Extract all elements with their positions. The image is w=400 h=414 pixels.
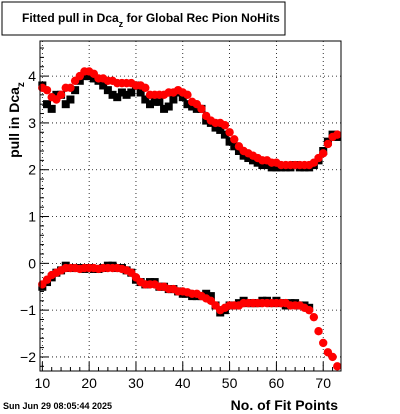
data-point-circle [220,121,230,130]
data-point-square [160,104,169,113]
data-point-square [150,97,159,106]
data-point-square [43,100,52,109]
data-point-square [122,90,131,99]
data-point-square [253,158,262,167]
chart-title-rest: for Global Rec Pion NoHits [123,11,280,25]
data-point-square [99,81,108,90]
data-point-square [202,116,211,125]
data-point-square [258,161,267,170]
data-point-square [178,93,187,102]
data-point-square [117,88,126,97]
data-point-square [85,72,94,81]
y-axis-title: pull in Dcaz [6,82,27,158]
data-point-square [220,130,229,139]
data-point-square [234,147,243,155]
x-tick-label: 70 [315,375,331,391]
data-point-circle [328,352,337,362]
y-tick-label: −2 [20,349,36,365]
data-point-square [263,161,272,170]
chart-title: Fitted pull in Dcaz for Global Rec Pion … [22,11,280,29]
data-point-square [113,93,122,102]
data-point-square [75,76,84,85]
grid-lines [40,41,341,371]
y-tick-label: 2 [28,162,36,178]
y-tick-label: 3 [28,115,36,131]
data-point-circle [197,104,206,114]
timestamp: Sun Jun 29 08:05:44 2025 [3,401,112,411]
x-tick-label: 50 [222,375,238,391]
data-point-square [52,90,61,99]
data-markers [38,67,342,371]
data-point-square [89,74,98,83]
data-point-circle [66,83,75,93]
data-point-square [225,137,234,146]
data-point-square [216,125,225,134]
data-point-circle [304,305,314,315]
x-tick-label: 10 [35,375,51,391]
data-point-square [267,163,276,172]
x-tick-label: 60 [269,375,285,391]
data-point-square [103,86,112,95]
y-axis-title-subscript: z [16,82,27,87]
data-point-square [61,100,70,109]
data-point-circle [323,139,333,149]
data-point-square [188,102,197,111]
data-point-square [183,100,192,109]
data-point-square [127,88,136,97]
x-tick-label: 30 [128,375,144,391]
data-point-square [211,123,220,132]
data-point-circle [42,85,52,95]
data-point-circle [141,83,150,93]
y-tick-label: 1 [28,209,36,225]
data-point-square [230,142,239,151]
data-point-circle [183,90,192,100]
data-point-circle [333,362,342,371]
data-point-square [80,72,89,81]
chart-title-subscript: z [119,19,124,29]
data-point-circle [230,135,239,144]
data-point-square [202,289,211,298]
data-point-circle [333,130,342,139]
y-tick-label: 4 [28,68,36,84]
title-box [1,1,286,36]
data-point-square [141,95,150,104]
data-point-square [248,156,257,165]
data-point-square [164,102,173,111]
data-point-square [71,86,80,95]
data-point-circle [225,128,234,137]
x-tick-label: 20 [81,375,97,391]
data-point-square [47,104,56,113]
data-point-square [155,97,164,106]
x-tick-label: 40 [175,375,191,391]
data-point-square [244,154,253,163]
data-point-square [169,95,178,104]
data-point-square [272,163,281,172]
data-point-square [192,104,201,113]
data-point-circle [319,149,328,158]
data-point-circle [309,312,319,322]
data-point-square [66,95,75,104]
x-axis-title: No. of Fit Points [231,397,339,413]
y-tick-label: 0 [28,255,36,271]
data-point-circle [319,338,328,348]
axis-ticks: 10 20 30 40 50 60 70 −2 −1 0 1 2 3 4 [20,47,334,391]
data-point-circle [56,90,66,100]
data-point-square [206,292,215,301]
data-point-square [239,151,248,160]
data-point-circle [314,327,323,336]
data-point-square [146,100,155,109]
data-point-square [136,88,145,97]
y-tick-label: −1 [20,302,36,318]
plot-frame [39,40,342,372]
data-point-square [108,90,117,99]
